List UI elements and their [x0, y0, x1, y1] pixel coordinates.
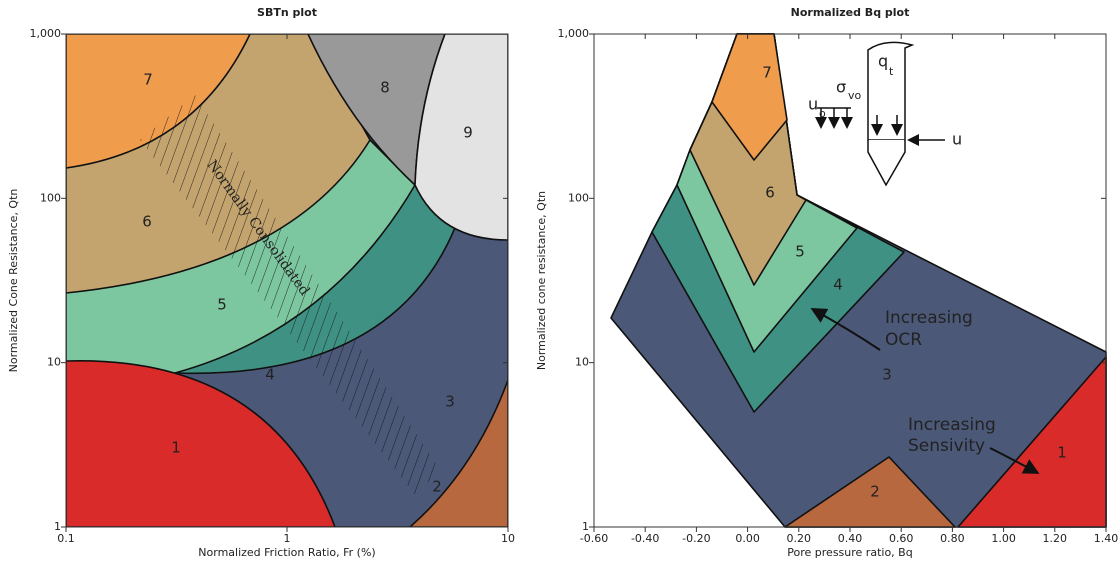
probe-label: u [952, 130, 962, 149]
probe-label: o [819, 107, 826, 120]
zone-label: 9 [463, 124, 473, 142]
zone-label: 3 [882, 366, 892, 384]
annotation: Increasing [885, 308, 973, 328]
zone-label: 1 [171, 439, 181, 457]
zone-label: 5 [217, 296, 227, 314]
y-tick-label: 10 [47, 356, 61, 369]
x-tick-label: -0.40 [631, 532, 659, 545]
zone-label: 3 [445, 393, 455, 411]
zone-label: 5 [795, 243, 805, 261]
x-tick-label: 1 [284, 532, 291, 545]
probe-label: σ [836, 78, 846, 97]
zone-label: 4 [833, 276, 843, 294]
x-axis-label: Pore pressure ratio, Bq [787, 546, 912, 559]
probe-label: q [878, 52, 888, 71]
probe-body [867, 41, 915, 141]
x-tick-label: 1.40 [1094, 532, 1119, 545]
y-tick-label: 1 [54, 520, 61, 533]
y-tick-label: 10 [575, 356, 589, 369]
x-tick-label: 0.1 [57, 532, 75, 545]
x-axis-label: Normalized Friction Ratio, Fr (%) [198, 546, 375, 559]
y-axis-label: Normalized Cone Resistance, Qtn [7, 189, 20, 373]
annotation: Increasing [908, 415, 996, 435]
annotation: OCR [885, 330, 922, 350]
zone-label: 1 [1057, 444, 1067, 462]
x-tick-label: 1.00 [991, 532, 1016, 545]
y-tick-label: 100 [568, 191, 589, 204]
y-tick-label: 1,000 [558, 27, 590, 40]
chart-title: Normalized Bq plot [791, 6, 910, 19]
x-tick-label: 0.20 [787, 532, 812, 545]
y-tick-label: 1 [582, 520, 589, 533]
zone-label: 2 [870, 483, 880, 501]
zone-9-area [414, 34, 508, 241]
y-axis-label: Normalized cone resistance, Qtn [535, 191, 548, 370]
zone-1-area [66, 360, 336, 527]
y-tick-label: 100 [40, 191, 61, 204]
probe-tip [867, 140, 906, 187]
x-tick-label: 1.20 [1043, 532, 1068, 545]
probe-arrows [815, 107, 945, 146]
zone-label: 8 [380, 79, 390, 97]
sensitivity-arrow [989, 447, 1040, 474]
nc-band [140, 95, 440, 495]
zone-label: 4 [265, 366, 275, 384]
x-tick-label: 0.60 [889, 532, 914, 545]
zone-label: 6 [142, 213, 152, 231]
probe-label: u [808, 95, 818, 114]
zone-label: 6 [765, 184, 775, 202]
chart-title: SBTn plot [257, 6, 317, 19]
y-tick-label: 1,000 [30, 27, 62, 40]
x-tick-label: -0.60 [580, 532, 608, 545]
x-tick-label: 0.40 [838, 532, 863, 545]
probe-label: vo [848, 89, 862, 102]
zone-label: 7 [762, 64, 772, 82]
zone-label: 7 [143, 71, 153, 89]
probe-label: t [889, 65, 894, 78]
ocr-arrow [810, 308, 881, 351]
sbtn-zones [66, 34, 508, 527]
x-tick-label: 0.80 [940, 532, 965, 545]
x-tick-label: -0.20 [682, 532, 710, 545]
x-tick-label: 10 [501, 532, 515, 545]
x-tick-label: 0.00 [735, 532, 760, 545]
bq-zones [610, 33, 1107, 528]
annotation: Sensivity [908, 436, 985, 456]
zone-label: 2 [432, 478, 442, 496]
